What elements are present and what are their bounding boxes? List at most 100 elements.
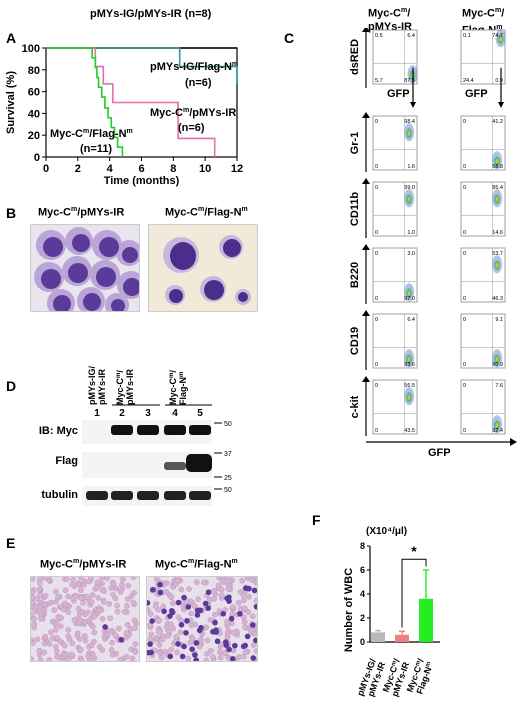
legend-pmys-ig-flag-nm: pMYs-IG/Flag-Nm [150, 61, 238, 73]
quadrant-ul: 0 [375, 185, 378, 191]
western-blot: pMYs-IG/pMYs-IR Myc-Cm/pMYs-IR Myc-Cm/Fl… [39, 365, 232, 506]
wbc-ylabel: Number of WBC [343, 568, 355, 652]
x-tick-label: 12 [231, 163, 243, 175]
wbc-bar-2 [395, 634, 409, 642]
wbc-bar-chart: (X10⁴/μl) Number of WBC pMYs-IG/pMYs-IR … [343, 526, 440, 701]
blot-row-myc: IB: Myc [39, 425, 78, 437]
panel-e-left-title: Myc-Cm/pMYs-IR [40, 558, 127, 571]
wbc-cat3: Myc-Cm/Flag-Nm [405, 657, 436, 697]
flow-plot-dsred-right: 0.1 74.7 24.4 0.9 [460, 29, 506, 85]
flow-plot-c-kit-left: 0 56.5 0 43.5 [372, 379, 418, 435]
gfp-top-left-label: GFP [387, 88, 410, 100]
quadrant-ur: 53.7 [492, 251, 503, 257]
quadrant-lr: 1.0 [407, 230, 415, 236]
quadrant-ur: 98.4 [404, 119, 415, 125]
histology-image-myc-cm-flag-nm [148, 224, 258, 312]
lane-group2-label: Myc-Cm/pMYs-IR [115, 368, 135, 405]
survival-ylabel: Survival (%) [5, 71, 17, 134]
quadrant-lr: 58.8 [492, 164, 503, 170]
panel-a-label: A [6, 30, 17, 46]
quadrant-lr: 87.5 [404, 78, 415, 84]
flow-plot-cd19-left: 0 6.4 0 93.6 [372, 313, 418, 369]
x-tick-label: 4 [107, 163, 114, 175]
blot-row-tubulin: tubulin [41, 489, 78, 501]
quadrant-ll: 0 [375, 230, 378, 236]
quadrant-ll: 5.7 [375, 78, 383, 84]
lane-group1-label: pMYs-IG/pMYs-IR [87, 365, 107, 405]
quadrant-lr: 46.3 [492, 296, 503, 302]
x-tick-label: 10 [199, 163, 211, 175]
y-tick-label: 40 [28, 108, 40, 120]
wbc-y-tick-label: 0 [360, 637, 365, 647]
lane-group3-label: Myc-Cm/Flag-Nm [168, 370, 188, 405]
survival-curve-4 [46, 47, 124, 157]
quadrant-lr: 43.5 [404, 428, 415, 434]
flow-cytometry-grid: dsRED 0.5 6.4 5.7 87.5 0.1 74.7 24.4 0.9 GFP GFP Gr… [349, 28, 517, 459]
dsred-axis-label: dsRED [349, 39, 361, 75]
significance-bracket [401, 558, 427, 628]
lane-number-3: 3 [145, 408, 151, 419]
panel-b-right-title: Myc-Cm/Flag-Nm [165, 206, 248, 219]
wbc-y-tick-label: 8 [360, 541, 365, 551]
legend-pmys-ig-flag-nm-n: (n=6) [185, 77, 212, 89]
wbc-unit-label: (X10⁴/μl) [366, 526, 407, 537]
lane-number-4: 4 [172, 408, 178, 419]
flow-plot-c-kit-right: 0 7.6 0 92.4 [460, 379, 506, 435]
marker-label-gr-1: Gr-1 [349, 132, 361, 155]
survival-axes: 0 2 4 6 8 10 12 0 20 40 60 80 100 Time (months) Surviv… [5, 43, 243, 187]
lane-numbers: 1 2 3 4 5 [94, 408, 203, 419]
quadrant-ur: 41.2 [492, 119, 503, 125]
quadrant-ul: 0 [463, 251, 466, 257]
blot-flag-bands [164, 454, 212, 472]
quadrant-ul: 0 [463, 119, 466, 125]
quadrant-ll: 0 [375, 296, 378, 302]
mw-50-top: 50 [224, 421, 232, 428]
quadrant-ll: 0 [375, 164, 378, 170]
flow-plot-b220-left: 0 3.0 0 97.0 [372, 247, 418, 303]
marker-label-cd11b: CD11b [349, 192, 361, 227]
flow-plot-gr-1-left: 0 98.4 0 1.6 [372, 115, 418, 171]
mw-50-bottom: 50 [224, 487, 232, 494]
wbc-bar-3 [419, 598, 433, 642]
quadrant-ul: 0 [463, 185, 466, 191]
quadrant-lr: 14.6 [492, 230, 503, 236]
quadrant-ll: 0 [463, 230, 466, 236]
quadrant-lr: 0.9 [495, 78, 503, 84]
quadrant-ul: 0 [463, 383, 466, 389]
quadrant-ul: 0.5 [375, 33, 383, 39]
flow-plot-cd19-right: 0 9.1 0 90.9 [460, 313, 506, 369]
lane-number-1: 1 [94, 408, 100, 419]
quadrant-ur: 3.0 [407, 251, 415, 257]
quadrant-lr: 1.6 [407, 164, 415, 170]
significance-star: * [411, 543, 417, 559]
panel-b-label: B [6, 205, 17, 221]
gfp-bottom-label: GFP [428, 447, 451, 459]
y-tick-label: 20 [28, 130, 40, 142]
quadrant-lr: 97.0 [404, 296, 415, 302]
quadrant-ul: 0 [463, 317, 466, 323]
blood-smear-myc-cm-flag-nm [146, 576, 258, 662]
survival-xlabel: Time (months) [104, 175, 180, 187]
x-tick-label: 0 [43, 163, 49, 175]
panel-e-right-title: Myc-Cm/Flag-Nm [155, 558, 238, 571]
quadrant-ur: 85.4 [492, 185, 503, 191]
quadrant-ur: 6.4 [407, 317, 415, 323]
flow-plot-cd11b-left: 0 99.0 0 1.0 [372, 181, 418, 237]
wbc-cat1: pMYs-IG/pMYs-IR [355, 657, 387, 701]
panel-b-left-title: Myc-Cm/pMYs-IR [38, 206, 125, 219]
y-tick-label: 0 [34, 152, 40, 164]
wbc-bar-1 [371, 632, 385, 642]
x-tick-label: 8 [170, 163, 176, 175]
survival-curve-2 [46, 47, 238, 84]
wbc-category-labels: pMYs-IG/pMYs-IR Myc-Cm/pMYs-IR Myc-Cm/Fl… [355, 657, 436, 701]
flow-plot-gr-1-right: 0 41.2 0 58.8 [460, 115, 506, 171]
lane-number-5: 5 [197, 408, 203, 419]
y-tick-label: 60 [28, 87, 40, 99]
quadrant-ul: 0 [375, 383, 378, 389]
y-tick-label: 100 [22, 43, 40, 55]
survival-chart: 0 2 4 6 8 10 12 0 20 40 60 80 100 Time (months) Surviv… [5, 8, 243, 187]
flow-plot-dsred-left: 0.5 6.4 5.7 87.5 [372, 29, 418, 85]
quadrant-ur: 6.4 [407, 33, 415, 39]
survival-curves [46, 47, 238, 157]
quadrant-ll: 0 [375, 428, 378, 434]
